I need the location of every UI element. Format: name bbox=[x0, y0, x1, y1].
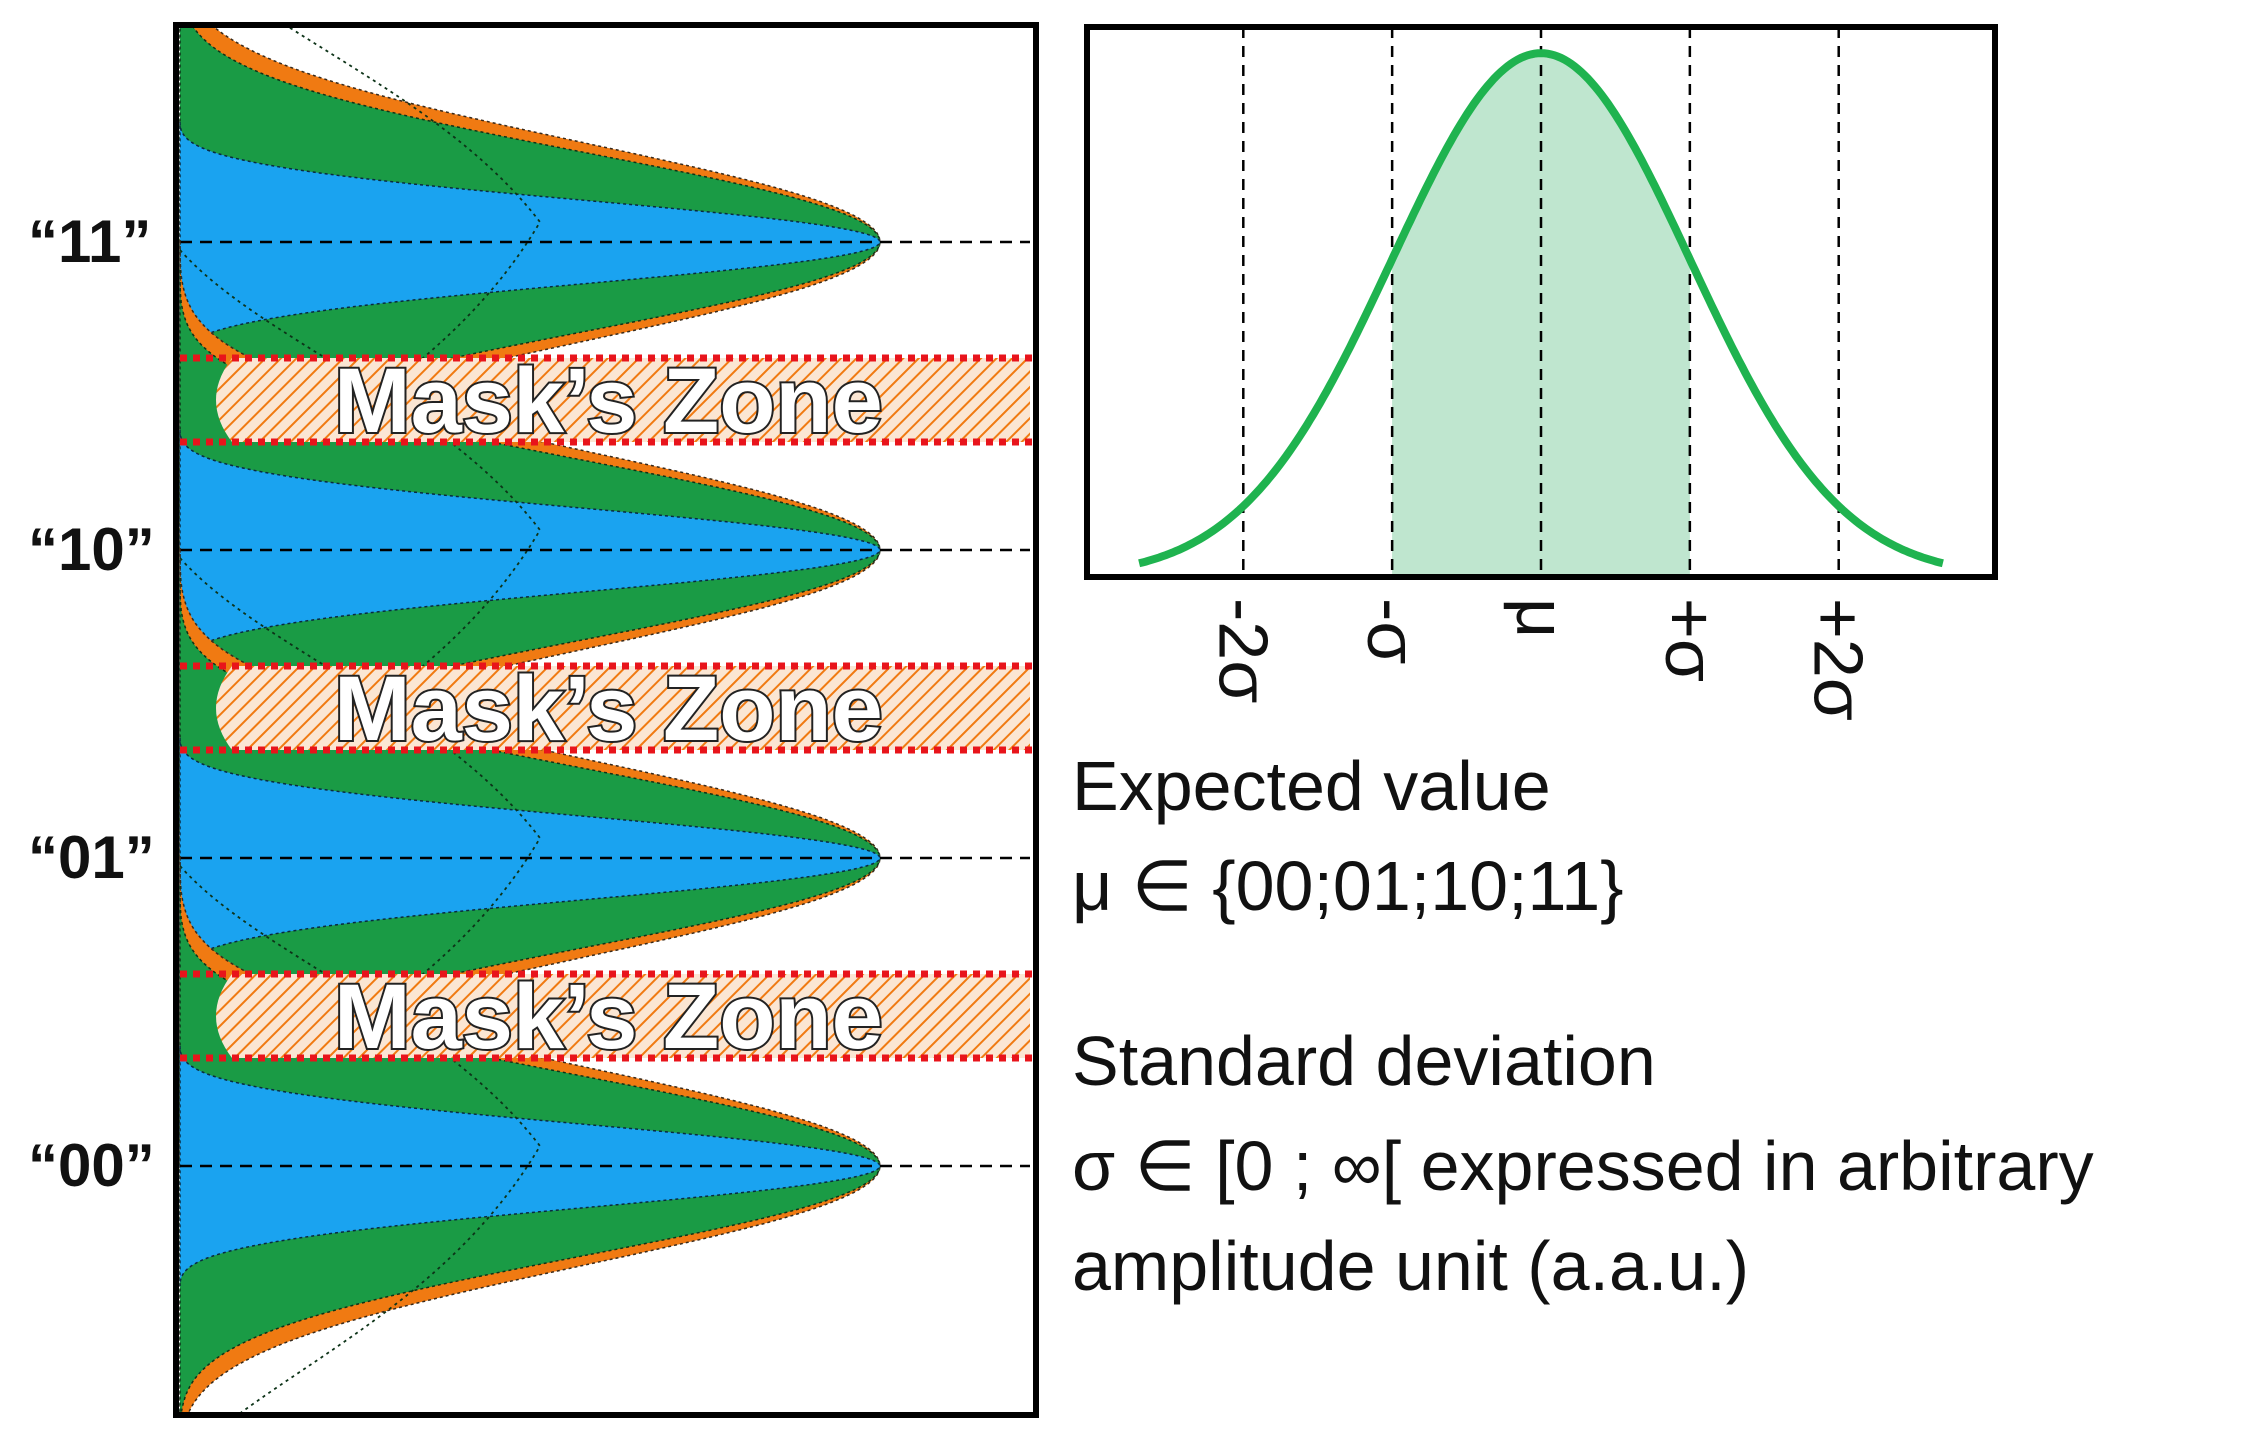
mask-zone-labels: Mask’s Zone Mask’s Zone Mask’s Zone bbox=[332, 348, 885, 1070]
mask-zone-label-1: Mask’s Zone bbox=[334, 350, 883, 452]
x-tick-label: -2σ bbox=[1204, 598, 1282, 703]
level-distribution bbox=[179, 548, 1030, 1168]
mask-zone-hatch bbox=[216, 666, 1030, 750]
x-tick-label: +2σ bbox=[1800, 598, 1878, 721]
level-distribution bbox=[179, 25, 1030, 552]
left-panel-frame bbox=[173, 22, 1039, 1418]
std-deviation-range: σ ∈ [0 ; ∞[ expressed in arbitrary bbox=[1072, 1127, 2094, 1205]
level-label-10: “10” bbox=[28, 516, 155, 583]
sigma-guide-lines bbox=[1242, 27, 1840, 577]
x-tick-label: μ bbox=[1502, 598, 1580, 638]
expected-value-title: Expected value bbox=[1072, 747, 1551, 825]
left-panel: “11” “10” “01” “00” Mask’s Zone Mask’s Z… bbox=[28, 22, 1039, 1418]
x-tick-label: -σ bbox=[1353, 598, 1431, 665]
level-distribution bbox=[179, 240, 1030, 860]
gaussian-curve bbox=[1138, 49, 1944, 568]
mask-zone bbox=[180, 354, 1032, 446]
level-label-00: “00” bbox=[28, 1132, 155, 1199]
mask-zone-hatch bbox=[216, 358, 1030, 442]
level-label-01: “01” bbox=[28, 824, 155, 891]
mask-zone bbox=[180, 970, 1032, 1062]
x-tick-labels: -2σ -σ μ +σ +2σ bbox=[1204, 598, 1877, 721]
chart-frame bbox=[1084, 24, 1998, 580]
level-label-11: “11” bbox=[28, 208, 151, 275]
mask-zone bbox=[180, 662, 1032, 754]
info-text: Expected value μ ∈ {00;01;10;11} Standar… bbox=[1072, 747, 2094, 1305]
x-tick-label: +σ bbox=[1651, 598, 1729, 682]
level-distribution bbox=[179, 856, 1030, 1415]
std-deviation-title: Standard deviation bbox=[1072, 1022, 1656, 1100]
mask-zone-label-3: Mask’s Zone bbox=[334, 966, 883, 1068]
gaussian-chart: -2σ -σ μ +σ +2σ bbox=[1084, 24, 1998, 721]
std-deviation-unit: amplitude unit (a.a.u.) bbox=[1072, 1227, 1749, 1305]
level-labels: “11” “10” “01” “00” bbox=[28, 208, 155, 1199]
distribution-plot bbox=[179, 25, 1032, 1415]
expected-value-set: μ ∈ {00;01;10;11} bbox=[1072, 847, 1624, 925]
mask-zone-hatch bbox=[216, 974, 1030, 1058]
mask-zone-label-2: Mask’s Zone bbox=[334, 658, 883, 760]
